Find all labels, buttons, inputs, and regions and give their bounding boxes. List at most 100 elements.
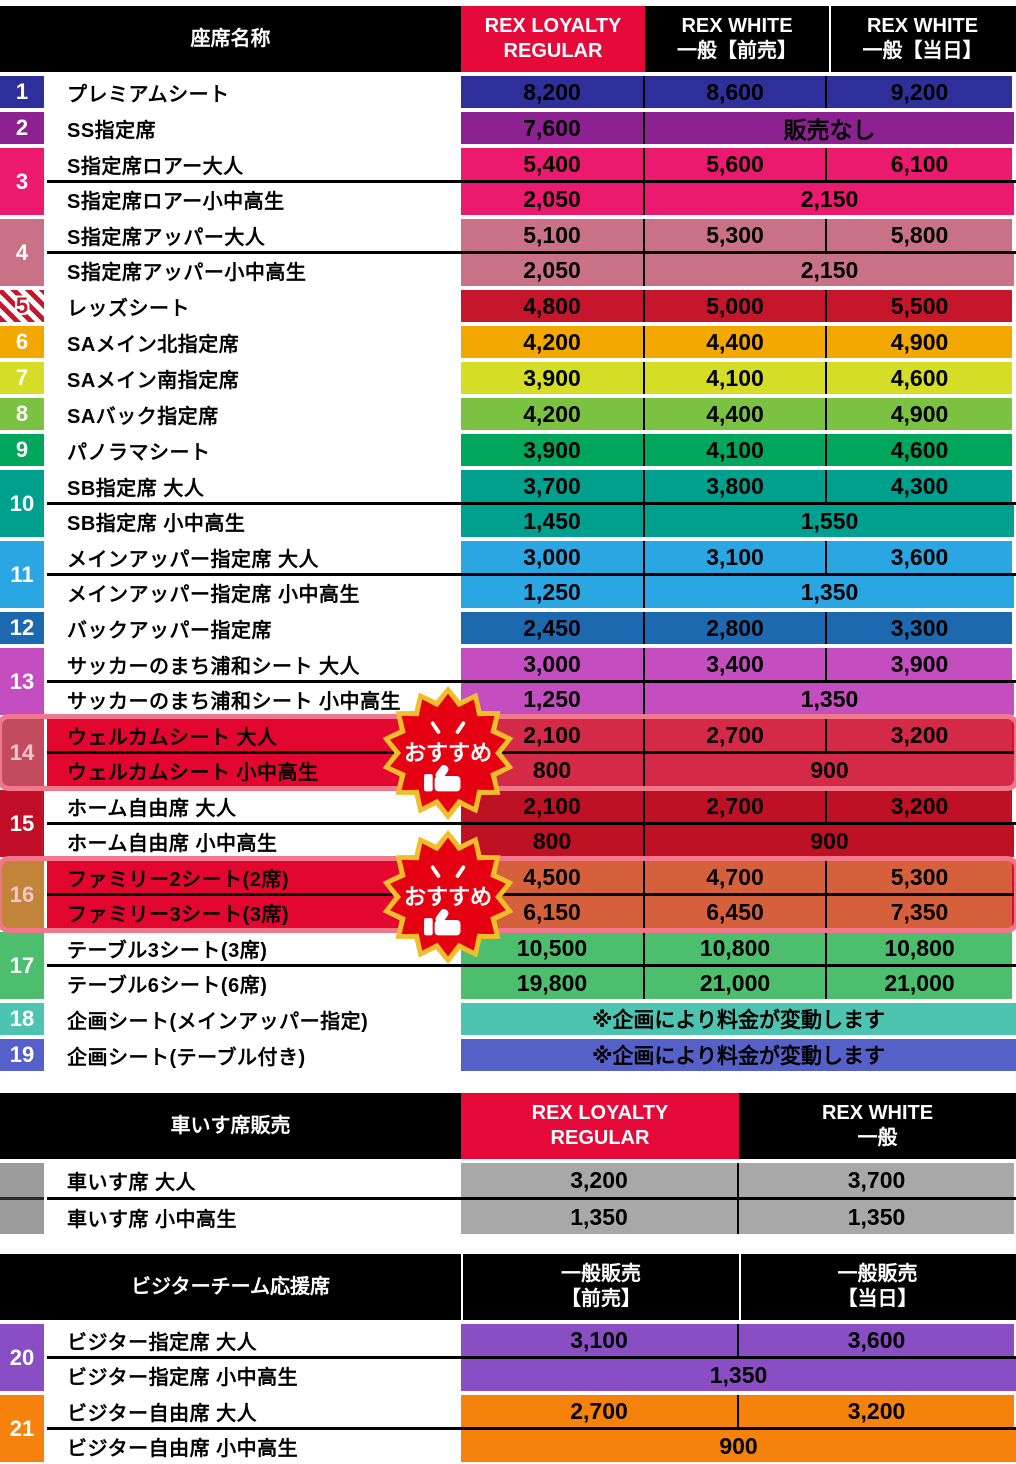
price-cell: 2,700: [461, 1395, 737, 1427]
seat-group: 9 パノラマシート 3,900 4,100 4,600: [0, 434, 1016, 466]
badge-half: [0, 1163, 44, 1197]
header-line: REGULAR: [503, 40, 603, 62]
price-cell: 2,450: [461, 612, 643, 644]
header-line: 一般販売: [837, 1263, 918, 1285]
seat-row: ビジター指定席 小中高生 1,350: [47, 1356, 1016, 1391]
row-number-badge: 17: [0, 932, 44, 999]
seat-group: 19 企画シート(テーブル付き) ※企画により料金が変動します: [0, 1039, 1016, 1071]
seat-row: ホーム自由席 小中高生 800 900: [47, 822, 1016, 857]
seat-name: パノラマシート: [47, 434, 457, 466]
price-cell: 3,000: [461, 541, 643, 573]
seat-rows: 企画シート(テーブル付き) ※企画により料金が変動します: [47, 1039, 1016, 1071]
main-table-header: 座席名称 REX LOYALTY REGULAR REX WHITE 一般【前売…: [0, 6, 1016, 72]
price-cell: 2,700: [643, 790, 825, 822]
wheelchair-title-label: 車いす席販売: [170, 1114, 291, 1137]
seat-row: レッズシート 4,800 5,000 5,500: [47, 290, 1016, 322]
seat-name: ウェルカムシート 小中高生: [67, 761, 319, 784]
price-cell: 7,350: [825, 896, 1012, 928]
row-number-badge: 20: [0, 1324, 44, 1391]
price-cell: 2,100: [461, 790, 643, 822]
seat-row: SAバック指定席 4,200 4,400 4,900: [47, 398, 1016, 430]
seat-name: ホーム自由席 小中高生: [47, 825, 457, 857]
seat-name: S指定席ロアー小中高生: [47, 183, 457, 215]
price-cell: 3,100: [461, 1324, 737, 1356]
seat-name: ファミリー2シート(2席): [67, 868, 290, 891]
price-cell: 5,400: [461, 148, 643, 180]
price-cell: 900: [461, 1430, 1016, 1462]
seat-group: 14 ウェルカムシート 大人 2,100 2,700 3,200 ウェルカムシート 小中高…: [0, 714, 1016, 791]
row-number-badge: 6: [0, 326, 44, 358]
seat-group: 21 ビジター自由席 大人 2,700 3,200 ビジター自由席 小中高生 900: [0, 1395, 1016, 1462]
price-cell: 3,900: [461, 362, 643, 394]
seat-group: 8 SAバック指定席 4,200 4,400 4,900: [0, 398, 1016, 430]
price-cell: 3,000: [461, 648, 643, 680]
price-cell: 2,050: [461, 254, 643, 286]
seat-rows: メインアッパー指定席 大人 3,000 3,100 3,600 メインアッパー指定席 小…: [47, 541, 1016, 608]
seat-name: SS指定席: [47, 112, 457, 144]
seat-group: 5 レッズシート 4,800 5,000 5,500: [0, 290, 1016, 322]
wheelchair-table-body: 車いす席 大人 3,200 3,700 車いす席 小中高生 1,350 1,350: [0, 1163, 1016, 1234]
price-cell: 900: [643, 754, 1014, 786]
seat-row: 車いす席 小中高生 1,350 1,350: [47, 1197, 1016, 1234]
seat-row: ビジター指定席 大人 3,100 3,600: [47, 1324, 1016, 1356]
price-cell: 1,250: [461, 576, 643, 608]
row-number-badge: 3: [0, 148, 44, 215]
price-cell: 6,100: [825, 148, 1012, 180]
header-seat-name: 座席名称: [0, 6, 461, 72]
price-cell: 3,400: [643, 648, 825, 680]
visitor-price-table: ビジターチーム応援席 一般販売 【前売】 一般販売 【当日】 20 ビジター指定席…: [0, 1254, 1016, 1464]
price-cell: 3,200: [737, 1395, 1014, 1427]
seat-group: 10 SB指定席 大人 3,700 3,800 4,300 SB指定席 小中高生 1,450…: [0, 470, 1016, 537]
seat-name: S指定席ロアー大人: [47, 148, 457, 180]
header-line: REX WHITE: [681, 15, 793, 37]
seat-name: プレミアムシート: [47, 76, 457, 108]
price-cell: 3,600: [825, 541, 1012, 573]
row-number-badge: 7: [0, 362, 44, 394]
header-general-advance: 一般販売 【前売】: [461, 1254, 739, 1320]
seat-row: SB指定席 大人 3,700 3,800 4,300: [47, 470, 1016, 502]
seat-name: メインアッパー指定席 大人: [47, 541, 457, 573]
seat-rows: SS指定席 7,600 販売なし: [47, 112, 1016, 144]
main-price-table: 座席名称 REX LOYALTY REGULAR REX WHITE 一般【前売…: [0, 6, 1016, 1075]
seat-name: バックアッパー指定席: [47, 612, 457, 644]
seat-group: 18 企画シート(メインアッパー指定) ※企画により料金が変動します: [0, 1003, 1016, 1035]
row-number-badge: 12: [0, 612, 44, 644]
price-cell: 19,800: [461, 967, 643, 999]
price-cell: 3,100: [643, 541, 825, 573]
seat-name: 企画シート(メインアッパー指定): [47, 1003, 457, 1035]
seat-group: 16 ファミリー2シート(2席) 4,500 4,700 5,300 ファミリー3シート(…: [0, 856, 1016, 933]
row-number-badge: [0, 1163, 44, 1234]
seat-row: ウェルカムシート 大人 2,100 2,700 3,200: [47, 719, 1016, 751]
seat-rows: パノラマシート 3,900 4,100 4,600: [47, 434, 1016, 466]
header-line: REX WHITE: [821, 1102, 934, 1124]
seat-row: S指定席ロアー小中高生 2,050 2,150: [47, 180, 1016, 215]
header-visitor-title: ビジターチーム応援席: [0, 1254, 461, 1320]
price-cell: 2,050: [461, 183, 643, 215]
row-number-badge: 11: [0, 541, 44, 608]
seat-rows: SAメイン南指定席 3,900 4,100 4,600: [47, 362, 1016, 394]
seat-rows: ウェルカムシート 大人 2,100 2,700 3,200 ウェルカムシート 小中高生 8…: [47, 719, 1016, 786]
price-cell: 8,200: [461, 76, 643, 108]
price-cell: 4,100: [643, 434, 825, 466]
seat-row: ファミリー3シート(3席) 6,150 6,450 7,350: [47, 893, 1016, 928]
visitor-table-header: ビジターチーム応援席 一般販売 【前売】 一般販売 【当日】: [0, 1254, 1016, 1320]
seat-row: テーブル6シート(6席) 19,800 21,000 21,000: [47, 964, 1016, 999]
price-cell: 2,800: [643, 612, 825, 644]
seat-row: SAメイン北指定席 4,200 4,400 4,900: [47, 326, 1016, 358]
seat-rows: S指定席ロアー大人 5,400 5,600 6,100 S指定席ロアー小中高生 2,050…: [47, 148, 1016, 215]
row-number-badge: 4: [0, 219, 44, 286]
row-number-badge: 18: [0, 1003, 44, 1035]
price-cell: 4,800: [461, 290, 643, 322]
price-cell: 4,900: [825, 326, 1012, 358]
price-cell: 2,100: [461, 719, 643, 751]
header-line: 一般販売: [561, 1263, 641, 1285]
badge-half: [0, 1200, 44, 1234]
price-cell: 1,350: [643, 683, 1014, 715]
row-number-badge: 10: [0, 470, 44, 537]
price-cell: 1,350: [461, 1359, 1016, 1391]
price-cell: 4,200: [461, 326, 643, 358]
seat-name: ホーム自由席 大人: [47, 790, 457, 822]
seat-name: サッカーのまち浦和シート 小中高生: [47, 683, 457, 715]
main-table-body: 1 プレミアムシート 8,200 8,600 9,200 2 SS指定席 7,600 販売なし 3…: [0, 76, 1016, 1071]
